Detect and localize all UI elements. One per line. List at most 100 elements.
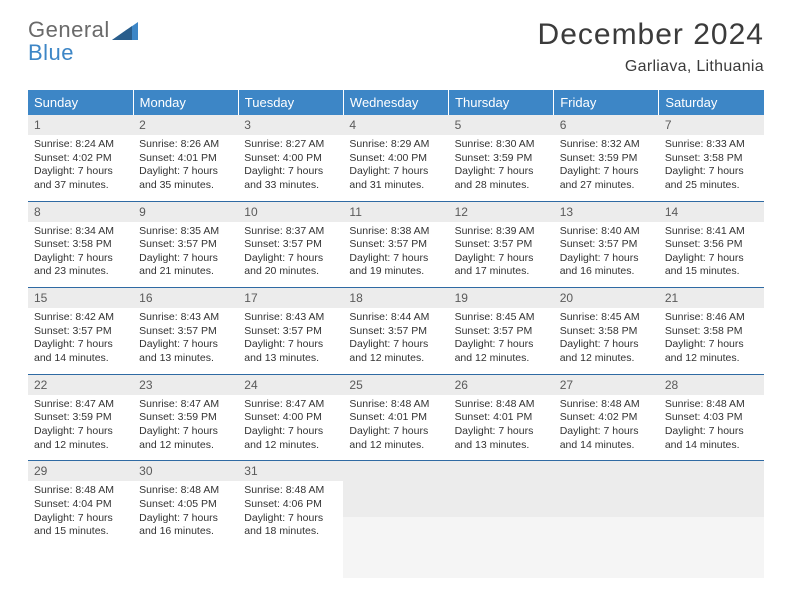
sunrise-text: Sunrise: 8:45 AM — [560, 311, 653, 325]
day-number: 10 — [238, 202, 343, 222]
calendar-day-cell — [554, 461, 659, 579]
day-content: Sunrise: 8:35 AMSunset: 3:57 PMDaylight:… — [133, 222, 238, 288]
day-number: 3 — [238, 115, 343, 135]
day-content: Sunrise: 8:48 AMSunset: 4:04 PMDaylight:… — [28, 481, 133, 547]
sunrise-text: Sunrise: 8:24 AM — [34, 138, 127, 152]
calendar-day-cell: 20Sunrise: 8:45 AMSunset: 3:58 PMDayligh… — [554, 288, 659, 375]
sunset-text: Sunset: 4:03 PM — [665, 411, 758, 425]
sunset-text: Sunset: 4:05 PM — [139, 498, 232, 512]
sunrise-text: Sunrise: 8:45 AM — [455, 311, 548, 325]
calendar-day-cell: 10Sunrise: 8:37 AMSunset: 3:57 PMDayligh… — [238, 201, 343, 288]
sunrise-text: Sunrise: 8:46 AM — [665, 311, 758, 325]
daylight-text: Daylight: 7 hours and 33 minutes. — [244, 165, 337, 192]
sunrise-text: Sunrise: 8:27 AM — [244, 138, 337, 152]
daylight-text: Daylight: 7 hours and 27 minutes. — [560, 165, 653, 192]
daylight-text: Daylight: 7 hours and 12 minutes. — [244, 425, 337, 452]
calendar-week-row: 29Sunrise: 8:48 AMSunset: 4:04 PMDayligh… — [28, 461, 764, 579]
sunset-text: Sunset: 3:59 PM — [560, 152, 653, 166]
day-number: 8 — [28, 202, 133, 222]
day-content-empty — [449, 517, 554, 578]
calendar-day-cell: 9Sunrise: 8:35 AMSunset: 3:57 PMDaylight… — [133, 201, 238, 288]
calendar-day-cell: 2Sunrise: 8:26 AMSunset: 4:01 PMDaylight… — [133, 115, 238, 201]
sunset-text: Sunset: 3:58 PM — [665, 152, 758, 166]
day-number: 1 — [28, 115, 133, 135]
calendar-day-cell: 25Sunrise: 8:48 AMSunset: 4:01 PMDayligh… — [343, 374, 448, 461]
daylight-text: Daylight: 7 hours and 21 minutes. — [139, 252, 232, 279]
daylight-text: Daylight: 7 hours and 12 minutes. — [455, 338, 548, 365]
sunrise-text: Sunrise: 8:48 AM — [349, 398, 442, 412]
day-number-empty — [554, 461, 659, 517]
location-subtitle: Garliava, Lithuania — [538, 58, 764, 76]
sunrise-text: Sunrise: 8:47 AM — [34, 398, 127, 412]
sunrise-text: Sunrise: 8:39 AM — [455, 225, 548, 239]
day-number-empty — [449, 461, 554, 517]
calendar-day-cell: 12Sunrise: 8:39 AMSunset: 3:57 PMDayligh… — [449, 201, 554, 288]
calendar-day-cell: 23Sunrise: 8:47 AMSunset: 3:59 PMDayligh… — [133, 374, 238, 461]
calendar-day-cell: 1Sunrise: 8:24 AMSunset: 4:02 PMDaylight… — [28, 115, 133, 201]
day-content: Sunrise: 8:24 AMSunset: 4:02 PMDaylight:… — [28, 135, 133, 201]
sunrise-text: Sunrise: 8:43 AM — [244, 311, 337, 325]
sunset-text: Sunset: 3:57 PM — [244, 238, 337, 252]
day-content: Sunrise: 8:40 AMSunset: 3:57 PMDaylight:… — [554, 222, 659, 288]
day-content: Sunrise: 8:48 AMSunset: 4:05 PMDaylight:… — [133, 481, 238, 547]
sunset-text: Sunset: 4:02 PM — [560, 411, 653, 425]
sunset-text: Sunset: 4:01 PM — [455, 411, 548, 425]
sunset-text: Sunset: 3:59 PM — [455, 152, 548, 166]
logo: General Blue — [28, 18, 142, 64]
calendar-day-cell: 14Sunrise: 8:41 AMSunset: 3:56 PMDayligh… — [659, 201, 764, 288]
daylight-text: Daylight: 7 hours and 12 minutes. — [349, 338, 442, 365]
sunrise-text: Sunrise: 8:34 AM — [34, 225, 127, 239]
day-content: Sunrise: 8:44 AMSunset: 3:57 PMDaylight:… — [343, 308, 448, 374]
sunset-text: Sunset: 3:58 PM — [34, 238, 127, 252]
daylight-text: Daylight: 7 hours and 37 minutes. — [34, 165, 127, 192]
day-number: 7 — [659, 115, 764, 135]
daylight-text: Daylight: 7 hours and 28 minutes. — [455, 165, 548, 192]
day-number: 21 — [659, 288, 764, 308]
calendar-day-cell: 4Sunrise: 8:29 AMSunset: 4:00 PMDaylight… — [343, 115, 448, 201]
daylight-text: Daylight: 7 hours and 15 minutes. — [665, 252, 758, 279]
weekday-header-row: SundayMondayTuesdayWednesdayThursdayFrid… — [28, 90, 764, 115]
calendar-day-cell — [659, 461, 764, 579]
sunset-text: Sunset: 3:56 PM — [665, 238, 758, 252]
sunset-text: Sunset: 3:57 PM — [139, 238, 232, 252]
weekday-header: Tuesday — [238, 90, 343, 115]
day-content: Sunrise: 8:43 AMSunset: 3:57 PMDaylight:… — [238, 308, 343, 374]
sunset-text: Sunset: 3:57 PM — [34, 325, 127, 339]
calendar-day-cell: 11Sunrise: 8:38 AMSunset: 3:57 PMDayligh… — [343, 201, 448, 288]
day-content: Sunrise: 8:32 AMSunset: 3:59 PMDaylight:… — [554, 135, 659, 201]
day-number: 26 — [449, 375, 554, 395]
sunrise-text: Sunrise: 8:48 AM — [455, 398, 548, 412]
sunset-text: Sunset: 3:57 PM — [455, 238, 548, 252]
calendar-day-cell — [343, 461, 448, 579]
calendar-day-cell: 16Sunrise: 8:43 AMSunset: 3:57 PMDayligh… — [133, 288, 238, 375]
weekday-header: Thursday — [449, 90, 554, 115]
day-content: Sunrise: 8:48 AMSunset: 4:01 PMDaylight:… — [449, 395, 554, 461]
daylight-text: Daylight: 7 hours and 13 minutes. — [244, 338, 337, 365]
day-content: Sunrise: 8:27 AMSunset: 4:00 PMDaylight:… — [238, 135, 343, 201]
day-content: Sunrise: 8:39 AMSunset: 3:57 PMDaylight:… — [449, 222, 554, 288]
sunset-text: Sunset: 4:06 PM — [244, 498, 337, 512]
calendar-week-row: 1Sunrise: 8:24 AMSunset: 4:02 PMDaylight… — [28, 115, 764, 201]
sunset-text: Sunset: 4:04 PM — [34, 498, 127, 512]
day-content: Sunrise: 8:48 AMSunset: 4:06 PMDaylight:… — [238, 481, 343, 547]
calendar-day-cell: 29Sunrise: 8:48 AMSunset: 4:04 PMDayligh… — [28, 461, 133, 579]
day-number: 13 — [554, 202, 659, 222]
day-number: 24 — [238, 375, 343, 395]
sunrise-text: Sunrise: 8:48 AM — [665, 398, 758, 412]
logo-word2: Blue — [28, 40, 74, 65]
calendar-day-cell: 31Sunrise: 8:48 AMSunset: 4:06 PMDayligh… — [238, 461, 343, 579]
sunset-text: Sunset: 4:01 PM — [349, 411, 442, 425]
day-content: Sunrise: 8:45 AMSunset: 3:58 PMDaylight:… — [554, 308, 659, 374]
day-number-empty — [659, 461, 764, 517]
day-number: 14 — [659, 202, 764, 222]
calendar-day-cell: 3Sunrise: 8:27 AMSunset: 4:00 PMDaylight… — [238, 115, 343, 201]
sunrise-text: Sunrise: 8:35 AM — [139, 225, 232, 239]
sunrise-text: Sunrise: 8:48 AM — [34, 484, 127, 498]
calendar-day-cell: 17Sunrise: 8:43 AMSunset: 3:57 PMDayligh… — [238, 288, 343, 375]
day-number: 28 — [659, 375, 764, 395]
day-content: Sunrise: 8:45 AMSunset: 3:57 PMDaylight:… — [449, 308, 554, 374]
daylight-text: Daylight: 7 hours and 13 minutes. — [455, 425, 548, 452]
day-number: 22 — [28, 375, 133, 395]
daylight-text: Daylight: 7 hours and 20 minutes. — [244, 252, 337, 279]
sunrise-text: Sunrise: 8:48 AM — [139, 484, 232, 498]
